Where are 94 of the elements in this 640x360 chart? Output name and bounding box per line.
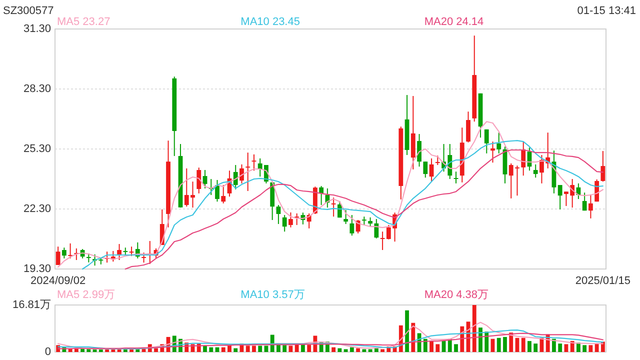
candlestick <box>246 152 250 192</box>
candlestick <box>490 141 495 164</box>
bar <box>503 336 507 352</box>
candlestick <box>142 252 146 264</box>
bar <box>356 348 360 352</box>
candlestick <box>521 141 526 176</box>
bar <box>209 347 214 352</box>
bar <box>68 348 72 352</box>
bar <box>246 346 250 352</box>
candlestick <box>282 214 287 232</box>
bar <box>203 346 207 352</box>
bar <box>307 344 312 352</box>
bar <box>221 347 226 352</box>
bar <box>80 348 85 352</box>
x-tick-label: 2025/01/15 <box>575 274 630 287</box>
candlestick <box>374 218 379 239</box>
candlestick <box>288 212 293 228</box>
y-tick-label: 31.30 <box>23 22 51 35</box>
candlestick <box>496 132 502 154</box>
text: MA5 2.99万 <box>57 288 116 301</box>
text: MA10 3.57万 <box>240 288 305 301</box>
candlestick <box>466 111 470 143</box>
bar <box>564 344 568 352</box>
bar <box>528 341 532 352</box>
candlestick <box>202 170 208 189</box>
bar <box>338 348 342 352</box>
bar <box>436 344 440 352</box>
candlestick <box>294 212 300 226</box>
bar <box>521 338 526 352</box>
candlestick <box>221 184 226 204</box>
candlestick <box>435 155 440 166</box>
candlestick <box>533 164 538 178</box>
candlestick <box>344 210 348 224</box>
bar <box>332 347 336 352</box>
bar <box>534 344 538 352</box>
candlestick <box>582 192 587 212</box>
bar <box>496 338 501 352</box>
bar <box>234 348 238 352</box>
candlestick <box>233 164 238 190</box>
bar <box>86 348 91 352</box>
candlestick <box>356 220 360 234</box>
bar <box>478 328 482 352</box>
bar <box>380 349 384 352</box>
bar <box>423 338 428 352</box>
candlestick <box>588 194 593 219</box>
candlestick <box>417 134 422 168</box>
candlestick <box>319 186 324 206</box>
y-tick-label: 28.30 <box>23 82 51 95</box>
text: MA10 23.45 <box>240 16 300 28</box>
candlestick <box>62 247 66 259</box>
bar <box>362 349 366 352</box>
candlestick <box>331 197 336 218</box>
bar <box>442 341 446 352</box>
chart-title: SZ300577 <box>3 4 54 17</box>
bar <box>154 348 158 352</box>
y-tick-label: 25.30 <box>23 142 51 155</box>
candlestick <box>350 214 354 236</box>
candlestick <box>484 128 489 154</box>
y-tick-label: 16.81万 <box>12 298 51 311</box>
bar <box>552 338 556 352</box>
bar <box>558 344 562 352</box>
candlestick <box>558 184 562 210</box>
bar <box>582 345 587 352</box>
bar <box>570 341 574 352</box>
bar <box>288 346 293 352</box>
bar <box>588 345 593 352</box>
candlestick <box>117 244 122 260</box>
candlestick <box>276 204 281 224</box>
bar <box>472 305 476 352</box>
text: MA20 4.38万 <box>424 288 489 301</box>
bar <box>594 344 599 352</box>
x-tick-label: 2024/09/02 <box>30 274 86 287</box>
bar <box>454 344 458 352</box>
y-tick-label: 19.30 <box>23 262 51 275</box>
candlestick <box>196 167 202 194</box>
candlestick <box>56 246 60 266</box>
bar <box>282 345 287 352</box>
candlestick <box>423 161 428 178</box>
text: MA20 24.14 <box>424 16 484 28</box>
bar <box>74 348 78 352</box>
bar <box>258 346 262 352</box>
y-tick-label: 22.30 <box>23 202 51 215</box>
bar <box>405 310 409 352</box>
text: MA5 23.27 <box>57 16 110 28</box>
bar <box>430 341 434 352</box>
bar <box>368 349 372 352</box>
text: 01-15 13:41 <box>577 4 636 17</box>
bar <box>264 346 268 352</box>
bar <box>252 346 256 352</box>
bar <box>344 349 348 352</box>
bar <box>350 347 354 352</box>
candlestick <box>600 150 606 182</box>
y-tick-label: 0 <box>44 346 51 358</box>
line-series <box>58 121 604 268</box>
